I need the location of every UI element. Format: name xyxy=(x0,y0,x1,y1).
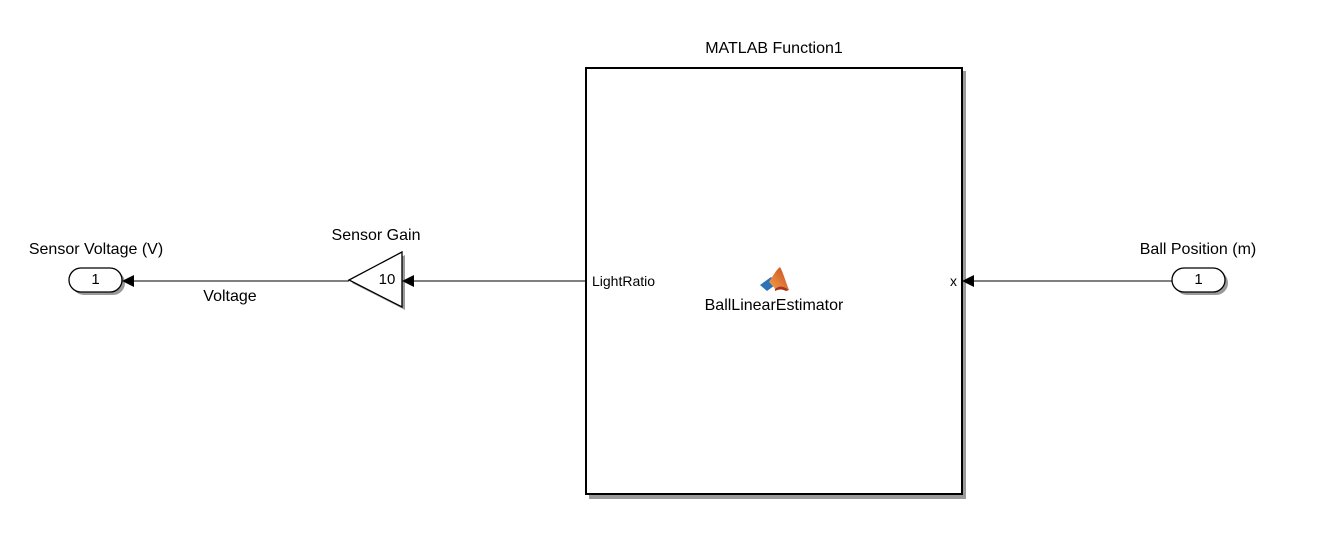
input-port-label: LightRatio xyxy=(592,273,656,289)
function-block-title: MATLAB Function1 xyxy=(705,40,843,57)
matlab-function-block[interactable] xyxy=(585,67,966,499)
outport-name: Sensor Voltage (V) xyxy=(28,241,164,258)
output-port-label: x xyxy=(950,273,957,289)
function-name: BallLinearEstimator xyxy=(704,297,844,314)
inport-name: Ball Position (m) xyxy=(1139,241,1257,258)
inport-block[interactable] xyxy=(1171,267,1228,295)
gain-block[interactable] xyxy=(347,250,405,310)
outport-number: 1 xyxy=(91,271,100,288)
outport-block[interactable] xyxy=(68,267,125,295)
arrowhead-icon xyxy=(962,275,974,287)
signal-line-voltage[interactable] xyxy=(122,275,349,287)
signal-line-position[interactable] xyxy=(962,275,1172,287)
arrowhead-icon xyxy=(402,275,414,287)
arrowhead-icon xyxy=(122,275,134,287)
signal-line-lightratio[interactable] xyxy=(402,275,586,287)
inport-number: 1 xyxy=(1194,271,1203,288)
gain-value: 10 xyxy=(378,271,396,288)
signal-label-voltage[interactable]: Voltage xyxy=(203,288,257,305)
gain-name: Sensor Gain xyxy=(331,227,421,244)
matlab-logo-icon xyxy=(760,267,789,291)
